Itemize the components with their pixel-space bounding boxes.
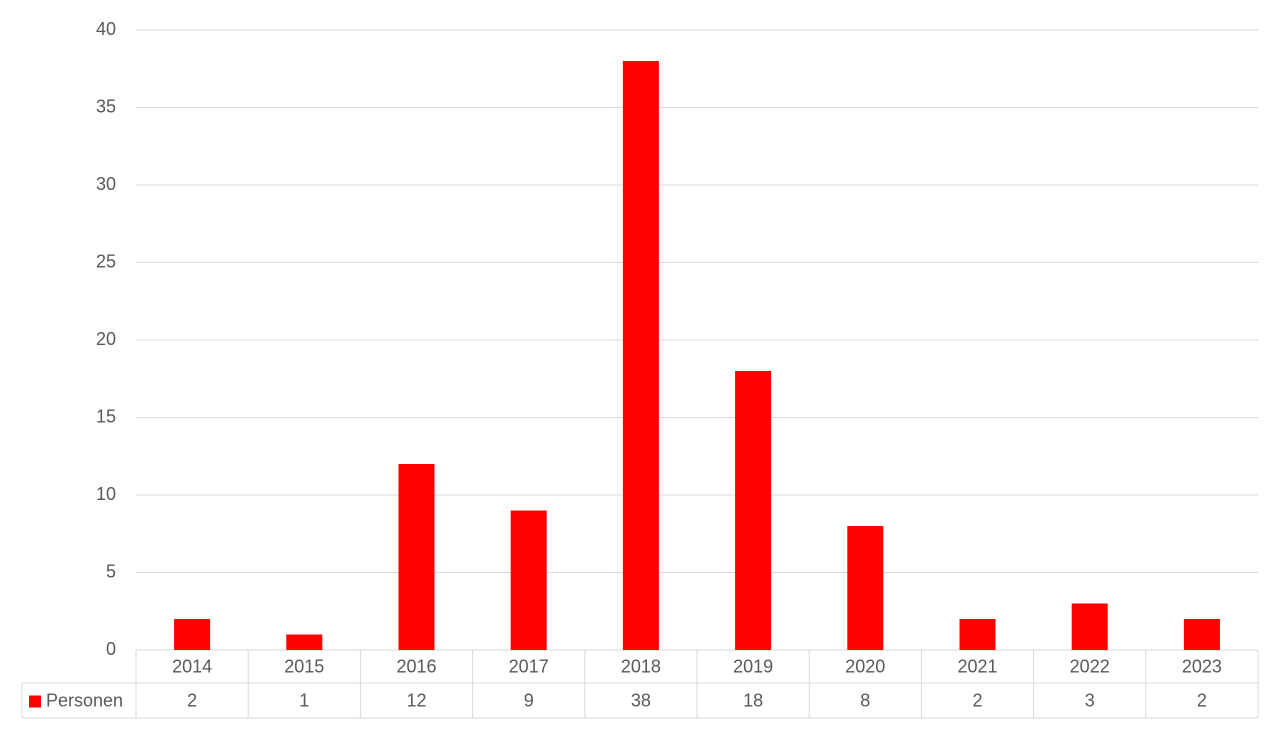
bar <box>510 510 547 650</box>
y-tick-label: 20 <box>96 329 116 349</box>
y-tick-label: 25 <box>96 251 116 271</box>
x-tick-label: 2015 <box>284 656 324 676</box>
table-value: 2 <box>187 690 197 710</box>
y-tick-label: 15 <box>96 406 116 426</box>
bar <box>622 61 659 650</box>
table-value: 2 <box>972 690 982 710</box>
x-tick-label: 2014 <box>172 656 212 676</box>
bar <box>735 371 772 650</box>
x-tick-label: 2022 <box>1070 656 1110 676</box>
x-tick-label: 2017 <box>509 656 549 676</box>
legend-swatch <box>29 695 41 708</box>
y-tick-label: 40 <box>96 19 116 39</box>
table-value: 38 <box>631 690 651 710</box>
y-tick-label: 35 <box>96 96 116 116</box>
table-value: 18 <box>743 690 763 710</box>
bar <box>174 619 211 650</box>
table-value: 9 <box>524 690 534 710</box>
bar <box>847 526 884 650</box>
x-tick-label: 2018 <box>621 656 661 676</box>
table-value: 1 <box>299 690 309 710</box>
bar <box>398 464 435 650</box>
table-value: 3 <box>1085 690 1095 710</box>
table-value: 8 <box>860 690 870 710</box>
table-value: 2 <box>1197 690 1207 710</box>
y-tick-label: 5 <box>106 561 116 581</box>
legend-label: Personen <box>46 690 123 710</box>
x-tick-label: 2019 <box>733 656 773 676</box>
x-tick-label: 2016 <box>396 656 436 676</box>
bar <box>1183 619 1220 650</box>
table-value: 12 <box>406 690 426 710</box>
x-tick-label: 2023 <box>1182 656 1222 676</box>
x-tick-label: 2021 <box>957 656 997 676</box>
x-tick-label: 2020 <box>845 656 885 676</box>
bar <box>286 634 323 650</box>
y-tick-label: 10 <box>96 484 116 504</box>
bar <box>1071 603 1108 650</box>
y-tick-label: 0 <box>106 639 116 659</box>
y-tick-label: 30 <box>96 174 116 194</box>
bar <box>959 619 996 650</box>
